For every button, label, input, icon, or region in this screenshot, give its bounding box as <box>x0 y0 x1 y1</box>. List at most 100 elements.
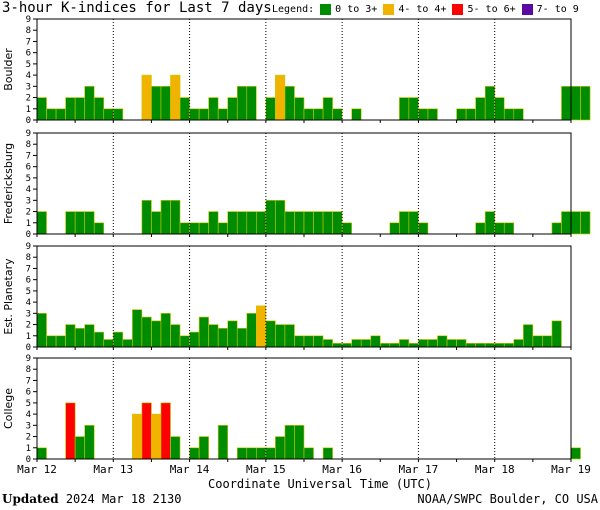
k-index-bar <box>570 447 581 460</box>
y-tick-label: 4 <box>26 71 31 81</box>
y-tick-label: 3 <box>26 196 31 206</box>
k-index-bar <box>65 211 76 235</box>
k-index-bar <box>227 211 238 235</box>
k-index-bar <box>151 211 162 235</box>
k-index-bar <box>36 313 47 348</box>
y-tick-label: 1 <box>26 444 31 454</box>
legend-item-label: 4- to 4+ <box>398 4 447 15</box>
k-index-bar <box>170 74 181 121</box>
k-index-bar <box>399 211 410 235</box>
y-tick-label: 4 <box>26 298 31 308</box>
k-index-bar <box>332 342 343 348</box>
k-index-bar <box>322 447 333 460</box>
k-index-bar <box>246 313 257 348</box>
y-tick-label: 5 <box>26 60 31 70</box>
y-tick-label: 5 <box>26 399 31 409</box>
k-index-bar <box>313 211 324 235</box>
y-tick-label: 6 <box>26 49 31 59</box>
k-index-bar <box>55 335 66 348</box>
k-index-bar <box>580 86 591 121</box>
k-index-bar <box>513 339 524 348</box>
k-index-bar <box>93 331 105 348</box>
k-index-bar <box>246 86 257 121</box>
k-index-bar <box>542 335 553 348</box>
panel-name-label: Fredericksburg <box>2 143 15 224</box>
k-index-bar <box>217 425 229 460</box>
y-tick-label: 7 <box>26 151 31 161</box>
legend-label: Legend: <box>272 4 315 15</box>
y-tick-label: 9 <box>26 354 31 364</box>
k-index-bar <box>322 97 333 121</box>
k-index-bar <box>170 324 181 348</box>
k-index-bar <box>322 211 333 235</box>
k-index-bar <box>84 324 95 348</box>
x-tick-label: Mar 15 <box>246 463 286 476</box>
legend-item-label: 0 to 3+ <box>335 4 378 15</box>
k-index-bar <box>303 211 314 235</box>
k-index-bar <box>313 335 324 348</box>
x-tick-label: Mar 16 <box>322 463 362 476</box>
k-index-bar <box>513 108 524 121</box>
y-tick-label: 2 <box>26 321 31 331</box>
k-index-bar <box>494 342 505 348</box>
k-index-bar <box>303 447 314 460</box>
k-index-bar <box>294 335 305 348</box>
k-index-bar <box>303 108 314 121</box>
k-index-bar <box>256 447 267 460</box>
k-index-bar <box>103 339 114 348</box>
k-index-bar <box>446 339 457 348</box>
k-index-bar <box>151 86 162 121</box>
panel-name-label: College <box>2 388 15 429</box>
k-index-bar <box>151 320 162 348</box>
y-tick-label: 6 <box>26 163 31 173</box>
y-tick-label: 2 <box>26 208 31 218</box>
y-tick-label: 3 <box>26 82 31 92</box>
k-index-bar <box>303 335 314 348</box>
k-index-bar <box>265 447 276 460</box>
legend-swatch-red <box>452 4 464 15</box>
k-index-bar <box>551 320 562 348</box>
k-index-bar <box>503 108 515 121</box>
y-tick-label: 0 <box>26 343 31 353</box>
legend: Legend: 0 to 3+ 4- to 4+ 5- to 6+ 7- to … <box>272 4 579 15</box>
k-index-bar <box>93 222 105 235</box>
x-tick-label: Mar 17 <box>399 463 439 476</box>
y-tick-label: 3 <box>26 309 31 319</box>
k-index-bar <box>256 211 267 235</box>
k-index-bar <box>427 108 438 121</box>
k-index-bar <box>160 86 171 121</box>
x-tick-label: Mar 19 <box>551 463 591 476</box>
y-tick-label: 0 <box>26 116 31 126</box>
panel-frame <box>36 245 572 348</box>
k-index-bar <box>332 211 343 235</box>
k-index-bar <box>456 339 467 348</box>
k-index-bar <box>170 436 181 460</box>
k-index-bar <box>198 108 209 121</box>
k-index-bar <box>523 324 534 348</box>
k-index-bar <box>503 342 515 348</box>
k-index-bar <box>141 316 152 348</box>
y-tick-label: 7 <box>26 264 31 274</box>
k-index-bar <box>399 339 410 348</box>
y-tick-label: 1 <box>26 332 31 342</box>
k-index-bar <box>341 222 352 235</box>
k-index-bar <box>408 97 419 121</box>
y-tick-label: 4 <box>26 185 31 195</box>
updated-timestamp: Updated 2024 Mar 18 2130 <box>2 492 181 506</box>
updated-label: Updated <box>2 492 59 506</box>
k-index-bar <box>294 425 305 460</box>
y-tick-label: 1 <box>26 105 31 115</box>
y-tick-label: 5 <box>26 174 31 184</box>
panel-name-label: Est. Planetary <box>2 258 15 335</box>
k-index-bar <box>484 86 496 121</box>
k-index-bar <box>265 97 276 121</box>
k-index-bar <box>227 97 238 121</box>
k-index-bar <box>65 324 76 348</box>
k-index-bar <box>284 425 295 460</box>
k-index-bar <box>65 402 76 460</box>
k-index-bar <box>275 200 286 235</box>
k-index-bar <box>36 97 47 121</box>
k-index-bar <box>236 211 248 235</box>
y-tick-label: 8 <box>26 140 31 150</box>
k-index-bar <box>322 339 333 348</box>
